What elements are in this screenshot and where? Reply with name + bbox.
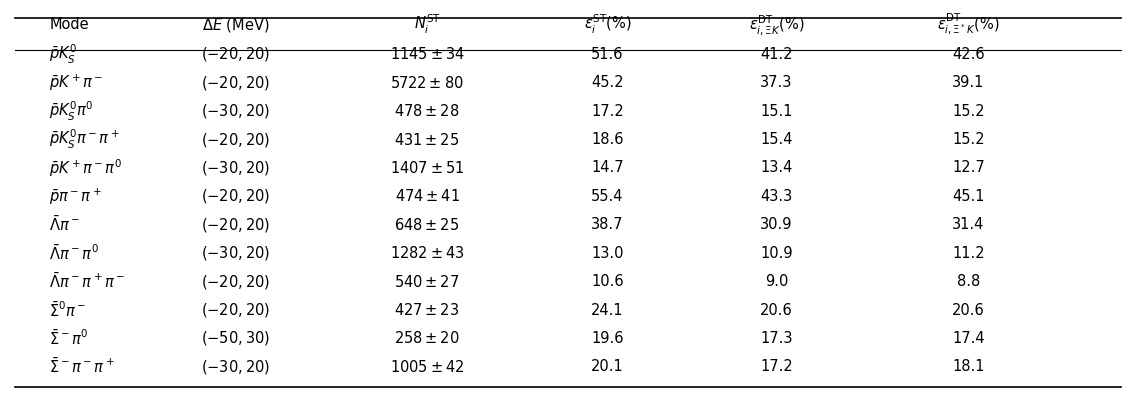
Text: 18.6: 18.6 xyxy=(591,132,624,147)
Text: 9.0: 9.0 xyxy=(765,274,788,289)
Text: $427 \pm 23$: $427 \pm 23$ xyxy=(394,302,460,318)
Text: 39.1: 39.1 xyxy=(952,75,985,90)
Text: 42.6: 42.6 xyxy=(952,47,985,62)
Text: $5722 \pm 80$: $5722 \pm 80$ xyxy=(390,75,463,91)
Text: $\bar{\Sigma}^0\pi^-$: $\bar{\Sigma}^0\pi^-$ xyxy=(49,301,86,320)
Text: $(-30, 20)$: $(-30, 20)$ xyxy=(201,358,270,376)
Text: $(-20, 20)$: $(-20, 20)$ xyxy=(201,74,270,92)
Text: $540 \pm 27$: $540 \pm 27$ xyxy=(394,274,460,290)
Text: $(-20, 20)$: $(-20, 20)$ xyxy=(201,272,270,291)
Text: 15.2: 15.2 xyxy=(952,132,985,147)
Text: $\bar{\Lambda}\pi^-\pi^+\pi^-$: $\bar{\Lambda}\pi^-\pi^+\pi^-$ xyxy=(49,272,125,291)
Text: 24.1: 24.1 xyxy=(591,303,624,318)
Text: $648 \pm 25$: $648 \pm 25$ xyxy=(394,217,460,233)
Text: $\bar{\Sigma}^-\pi^-\pi^+$: $\bar{\Sigma}^-\pi^-\pi^+$ xyxy=(49,357,116,376)
Text: $(-50, 30)$: $(-50, 30)$ xyxy=(201,329,270,347)
Text: 43.3: 43.3 xyxy=(760,189,793,204)
Text: 13.0: 13.0 xyxy=(591,246,624,261)
Text: $(-20, 20)$: $(-20, 20)$ xyxy=(201,187,270,206)
Text: Mode: Mode xyxy=(49,17,89,32)
Text: $\bar{p}K^+\pi^-\pi^0$: $\bar{p}K^+\pi^-\pi^0$ xyxy=(49,157,123,179)
Text: 8.8: 8.8 xyxy=(957,274,980,289)
Text: $\bar{\Lambda}\pi^-$: $\bar{\Lambda}\pi^-$ xyxy=(49,215,81,234)
Text: 55.4: 55.4 xyxy=(591,189,624,204)
Text: $(-20, 20)$: $(-20, 20)$ xyxy=(201,216,270,234)
Text: $\bar{\Sigma}^-\pi^0$: $\bar{\Sigma}^-\pi^0$ xyxy=(49,329,89,348)
Text: 18.1: 18.1 xyxy=(952,359,985,374)
Text: 17.4: 17.4 xyxy=(952,331,985,346)
Text: 17.2: 17.2 xyxy=(760,359,793,374)
Text: $N_i^{\mathrm{ST}}$: $N_i^{\mathrm{ST}}$ xyxy=(414,13,441,36)
Text: 45.1: 45.1 xyxy=(952,189,985,204)
Text: $\varepsilon_{i,\Xi K}^{\mathrm{DT}}(\%)$: $\varepsilon_{i,\Xi K}^{\mathrm{DT}}(\%)… xyxy=(749,13,804,37)
Text: $\bar{p}K_S^0$: $\bar{p}K_S^0$ xyxy=(49,43,77,66)
Text: $\varepsilon_{i,\Xi^* K}^{\mathrm{DT}}(\%)$: $\varepsilon_{i,\Xi^* K}^{\mathrm{DT}}(\… xyxy=(937,12,1000,37)
Text: 19.6: 19.6 xyxy=(591,331,624,346)
Text: $431 \pm 25$: $431 \pm 25$ xyxy=(394,131,460,147)
Text: $(-20, 20)$: $(-20, 20)$ xyxy=(201,131,270,149)
Text: 37.3: 37.3 xyxy=(760,75,793,90)
Text: $\bar{p}\pi^-\pi^+$: $\bar{p}\pi^-\pi^+$ xyxy=(49,186,102,206)
Text: $258 \pm 20$: $258 \pm 20$ xyxy=(394,330,460,347)
Text: $(-30, 20)$: $(-30, 20)$ xyxy=(201,159,270,177)
Text: $(-20, 20)$: $(-20, 20)$ xyxy=(201,301,270,319)
Text: 12.7: 12.7 xyxy=(952,160,985,175)
Text: 31.4: 31.4 xyxy=(952,217,985,232)
Text: 20.6: 20.6 xyxy=(760,303,793,318)
Text: 13.4: 13.4 xyxy=(760,160,793,175)
Text: $1407 \pm 51$: $1407 \pm 51$ xyxy=(390,160,465,176)
Text: $(-20, 20)$: $(-20, 20)$ xyxy=(201,45,270,63)
Text: $\bar{p}K^+\pi^-$: $\bar{p}K^+\pi^-$ xyxy=(49,73,103,93)
Text: $1005 \pm 42$: $1005 \pm 42$ xyxy=(390,359,465,375)
Text: $474 \pm 41$: $474 \pm 41$ xyxy=(394,188,460,204)
Text: 30.9: 30.9 xyxy=(760,217,793,232)
Text: $\Delta E$ (MeV): $\Delta E$ (MeV) xyxy=(201,16,269,34)
Text: 45.2: 45.2 xyxy=(591,75,624,90)
Text: $1145 \pm 34$: $1145 \pm 34$ xyxy=(390,46,465,62)
Text: 15.1: 15.1 xyxy=(760,104,793,118)
Text: 51.6: 51.6 xyxy=(591,47,624,62)
Text: 10.6: 10.6 xyxy=(591,274,624,289)
Text: 20.6: 20.6 xyxy=(952,303,985,318)
Text: $478 \pm 28$: $478 \pm 28$ xyxy=(394,103,460,119)
Text: 17.2: 17.2 xyxy=(591,104,624,118)
Text: $\bar{p}K_S^0\pi^0$: $\bar{p}K_S^0\pi^0$ xyxy=(49,100,93,123)
Text: 11.2: 11.2 xyxy=(952,246,985,261)
Text: $(-30, 20)$: $(-30, 20)$ xyxy=(201,244,270,262)
Text: $1282 \pm 43$: $1282 \pm 43$ xyxy=(390,245,465,261)
Text: $\bar{\Lambda}\pi^-\pi^0$: $\bar{\Lambda}\pi^-\pi^0$ xyxy=(49,244,99,263)
Text: $\varepsilon_i^{\mathrm{ST}}(\%)$: $\varepsilon_i^{\mathrm{ST}}(\%)$ xyxy=(584,13,632,36)
Text: 41.2: 41.2 xyxy=(760,47,793,62)
Text: 10.9: 10.9 xyxy=(760,246,793,261)
Text: 20.1: 20.1 xyxy=(591,359,624,374)
Text: $(-30, 20)$: $(-30, 20)$ xyxy=(201,102,270,120)
Text: 17.3: 17.3 xyxy=(760,331,793,346)
Text: $\bar{p}K_S^0\pi^-\pi^+$: $\bar{p}K_S^0\pi^-\pi^+$ xyxy=(49,128,120,151)
Text: 14.7: 14.7 xyxy=(591,160,624,175)
Text: 15.2: 15.2 xyxy=(952,104,985,118)
Text: 15.4: 15.4 xyxy=(760,132,793,147)
Text: 38.7: 38.7 xyxy=(591,217,624,232)
